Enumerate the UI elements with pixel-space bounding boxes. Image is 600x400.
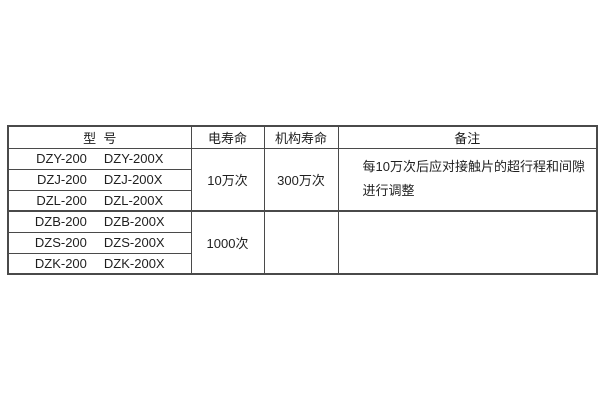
header-row: 型 号 电寿命 机构寿命 备注 xyxy=(7,125,598,149)
model-cell: DZK-200 DZK-200X xyxy=(7,252,192,275)
model-cell: DZL-200 DZL-200X xyxy=(7,189,192,212)
remarks-cell xyxy=(337,210,598,275)
model-pair: DZY-200 DZY-200X xyxy=(9,151,190,166)
model-cell: DZB-200 DZB-200X xyxy=(7,210,192,233)
model-cell: DZS-200 DZS-200X xyxy=(7,231,192,254)
model-primary: DZL-200 xyxy=(36,192,87,208)
table-row: DZB-200 DZB-200X 1000次 xyxy=(7,210,598,275)
table-row: DZL-200 DZL-200X xyxy=(7,189,597,212)
model-variant: DZL-200X xyxy=(103,192,164,208)
model-pair: DZJ-200 DZJ-200X xyxy=(9,172,190,187)
model-primary: DZJ-200 xyxy=(37,172,87,187)
spec-table: 型 号 电寿命 机构寿命 备注 DZY-200 DZY-200X 10万次 30… xyxy=(7,125,598,275)
model-cell: DZJ-200 DZJ-200X xyxy=(7,168,192,191)
table-row: DZJ-200 DZJ-200X xyxy=(7,168,597,191)
mechanism-life-cell: 300万次 xyxy=(263,147,339,212)
model-pair: DZL-200 DZL-200X xyxy=(9,192,190,208)
model-variant: DZS-200X xyxy=(103,235,165,250)
col-header-mechanism-life: 机构寿命 xyxy=(263,125,339,149)
electrical-life-cell: 1000次 xyxy=(190,210,265,275)
model-variant: DZK-200X xyxy=(103,255,165,271)
model-variant: DZJ-200X xyxy=(103,172,163,187)
model-cell: DZY-200 DZY-200X xyxy=(7,147,192,170)
model-primary: DZB-200 xyxy=(34,214,87,230)
table-row: DZK-200 DZK-200X xyxy=(7,252,597,275)
model-variant: DZB-200X xyxy=(103,214,165,230)
electrical-life-cell: 10万次 xyxy=(190,147,265,212)
col-header-model: 型 号 xyxy=(7,125,192,149)
remarks-line: 每10万次后应对接触片的超行程和间隙 xyxy=(362,158,585,174)
table-row: DZY-200 DZY-200X 10万次 300万次 每10万次后应对接触片的… xyxy=(7,147,598,212)
remarks-line: 进行调整 xyxy=(362,182,415,198)
col-header-electrical-life: 电寿命 xyxy=(190,125,265,149)
model-primary: DZS-200 xyxy=(34,235,87,250)
mechanism-life-cell xyxy=(263,210,339,275)
model-primary: DZY-200 xyxy=(36,151,87,166)
model-variant: DZY-200X xyxy=(103,151,164,166)
model-pair: DZK-200 DZK-200X xyxy=(9,255,190,271)
model-pair: DZB-200 DZB-200X xyxy=(9,214,190,230)
model-primary: DZK-200 xyxy=(34,255,87,271)
model-pair: DZS-200 DZS-200X xyxy=(9,235,190,250)
col-header-remarks: 备注 xyxy=(337,125,598,149)
remarks-cell: 每10万次后应对接触片的超行程和间隙 进行调整 xyxy=(337,147,598,212)
